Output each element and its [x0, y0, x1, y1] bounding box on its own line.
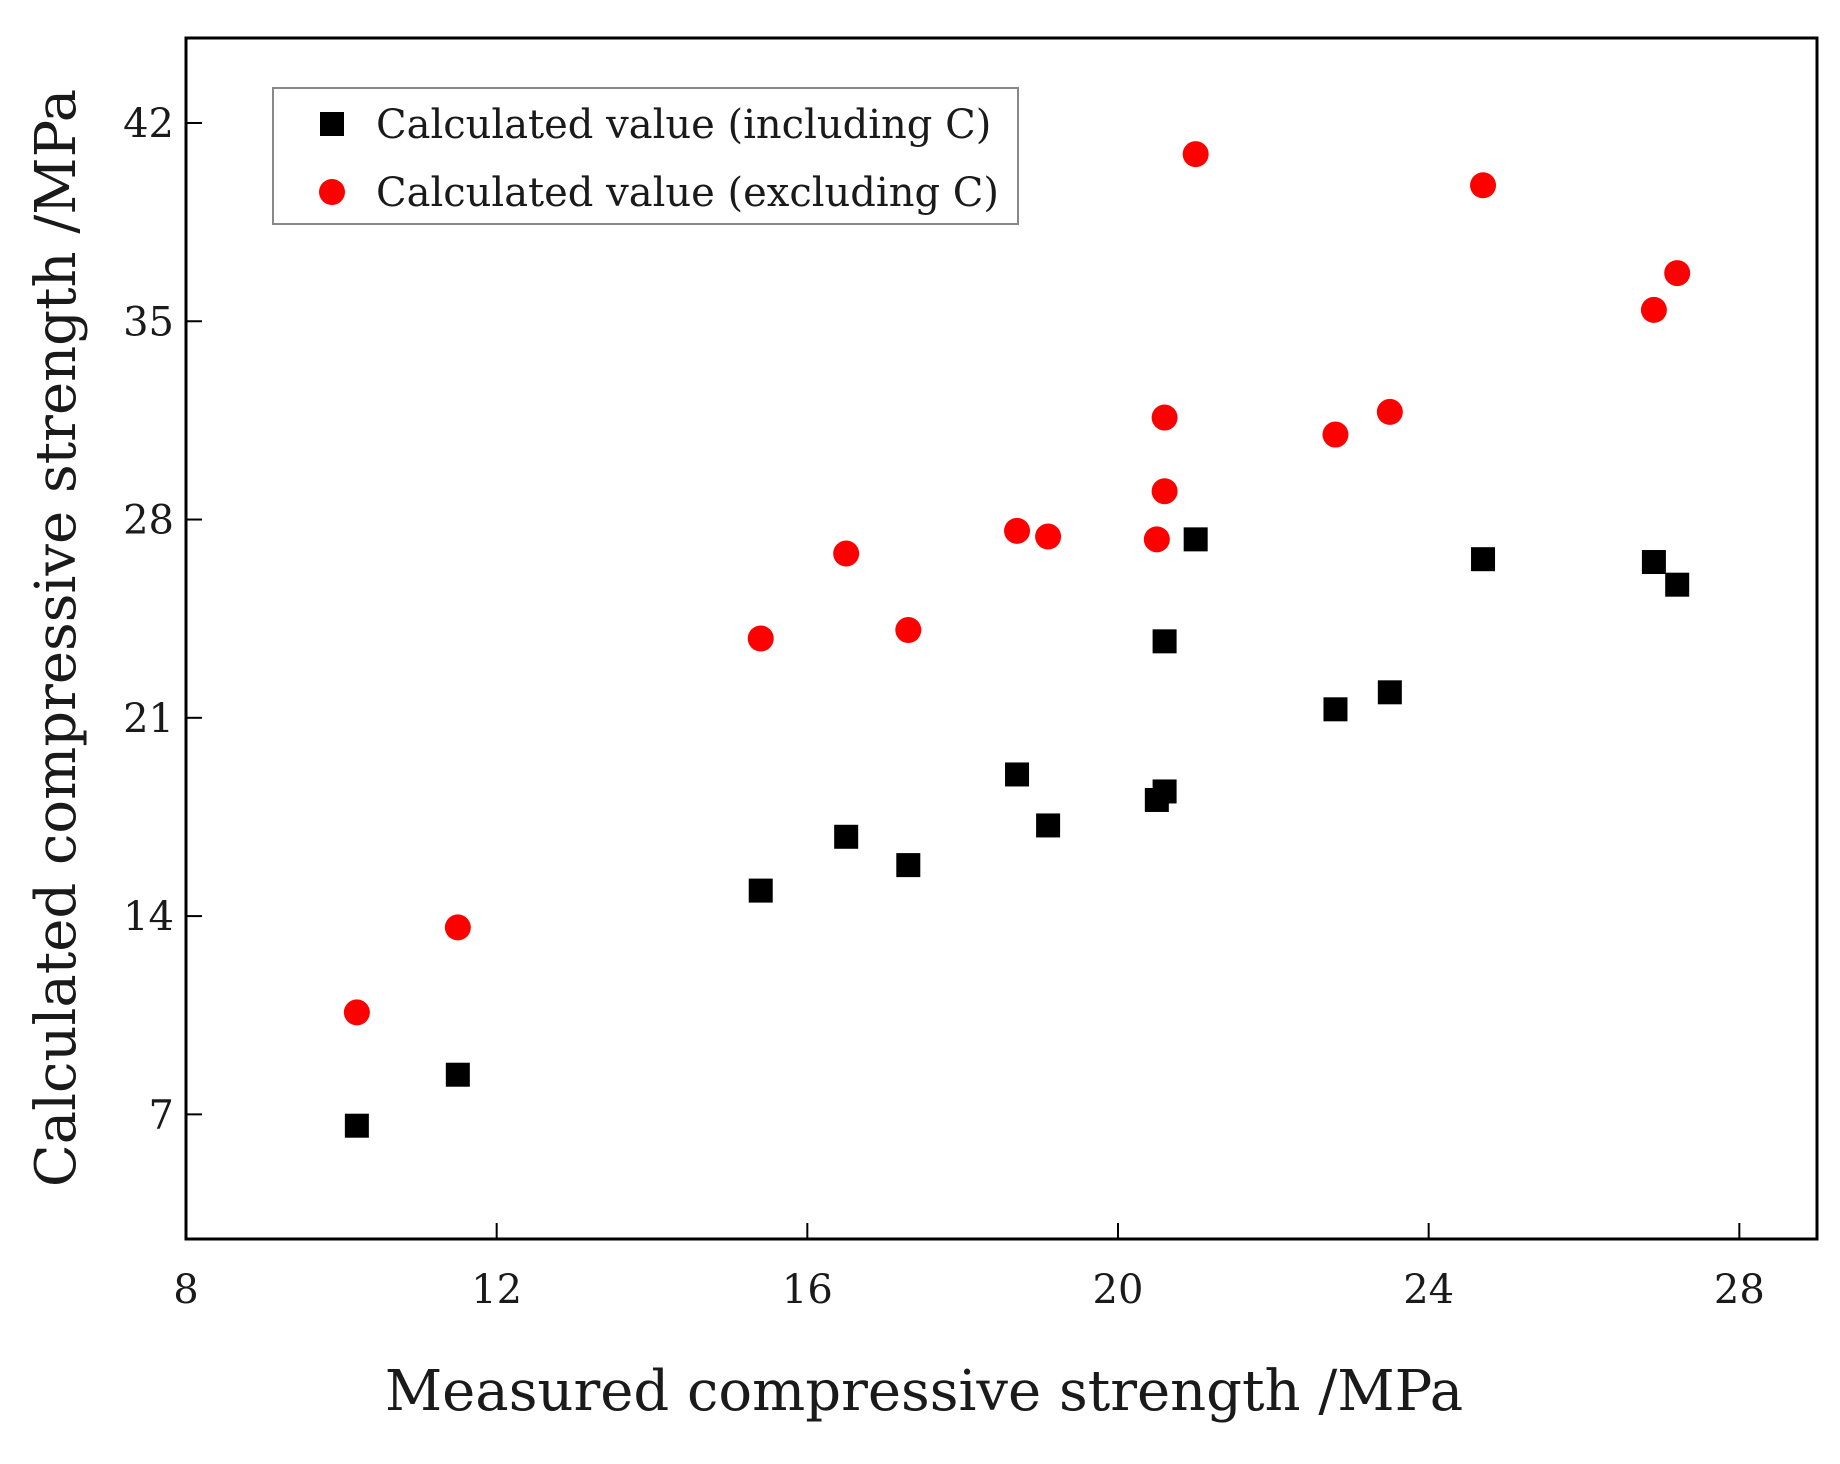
- data-points: [343, 141, 1691, 1138]
- point-square: [1641, 550, 1666, 575]
- point-circle: [1004, 517, 1031, 544]
- point-square: [1471, 547, 1496, 572]
- point-square: [1323, 697, 1348, 722]
- point-circle: [343, 999, 370, 1026]
- x-axis-title: Measured compressive strength /MPa: [385, 1359, 1463, 1424]
- point-circle: [895, 617, 922, 644]
- point-square: [748, 878, 773, 903]
- point-circle: [1151, 478, 1178, 505]
- point-square: [1152, 629, 1177, 654]
- point-square: [344, 1113, 369, 1138]
- point-circle: [1322, 421, 1349, 448]
- x-tick-label: 28: [1714, 1267, 1765, 1313]
- point-circle: [1376, 398, 1403, 425]
- legend-box: [272, 87, 1019, 225]
- point-square: [1377, 680, 1402, 705]
- point-square: [1005, 762, 1030, 787]
- y-tick-label: 7: [149, 1092, 174, 1138]
- point-circle: [1143, 526, 1170, 553]
- point-circle: [1151, 404, 1178, 431]
- point-circle: [1470, 172, 1497, 199]
- legend-marker-square: [320, 112, 344, 136]
- legend-label-excluding-c: Calculated value (excluding C): [376, 170, 999, 216]
- point-circle: [1664, 260, 1691, 287]
- point-square: [445, 1062, 470, 1087]
- legend-marker-circle: [319, 179, 345, 205]
- y-tick-label: 42: [123, 101, 174, 147]
- point-square: [1036, 813, 1061, 838]
- point-square: [1665, 572, 1690, 597]
- y-tick-label: 35: [123, 299, 174, 345]
- point-circle: [747, 625, 774, 652]
- point-circle: [1182, 141, 1209, 168]
- point-square: [1183, 527, 1208, 552]
- point-circle: [833, 540, 860, 567]
- y-tick-label: 14: [123, 894, 174, 940]
- legend: Calculated value (including C) Calculate…: [272, 87, 1019, 225]
- point-square: [1152, 779, 1177, 804]
- x-tick-label: 12: [471, 1267, 522, 1313]
- y-tick-label: 28: [123, 498, 174, 544]
- x-tick-label: 20: [1093, 1267, 1144, 1313]
- plot-frame: [184, 36, 1819, 1241]
- x-tick-label: 24: [1403, 1267, 1454, 1313]
- x-tick-label: 8: [173, 1267, 198, 1313]
- point-circle: [1035, 523, 1062, 550]
- series-2: [343, 141, 1691, 1026]
- x-tick-label: 16: [782, 1267, 833, 1313]
- series-1: [344, 527, 1690, 1138]
- point-square: [896, 853, 921, 878]
- y-axis-title: Calculated compressive strength /MPa: [24, 89, 89, 1187]
- point-circle: [1640, 296, 1667, 323]
- legend-label-including-c: Calculated value (including C): [376, 102, 991, 148]
- x-axis-ticks: 8 12 16 20 24 28: [173, 1223, 1765, 1313]
- point-square: [834, 824, 859, 849]
- y-axis-ticks: 7 14 21 28 35 42: [123, 101, 202, 1138]
- point-circle: [444, 914, 471, 941]
- y-tick-label: 21: [123, 696, 174, 742]
